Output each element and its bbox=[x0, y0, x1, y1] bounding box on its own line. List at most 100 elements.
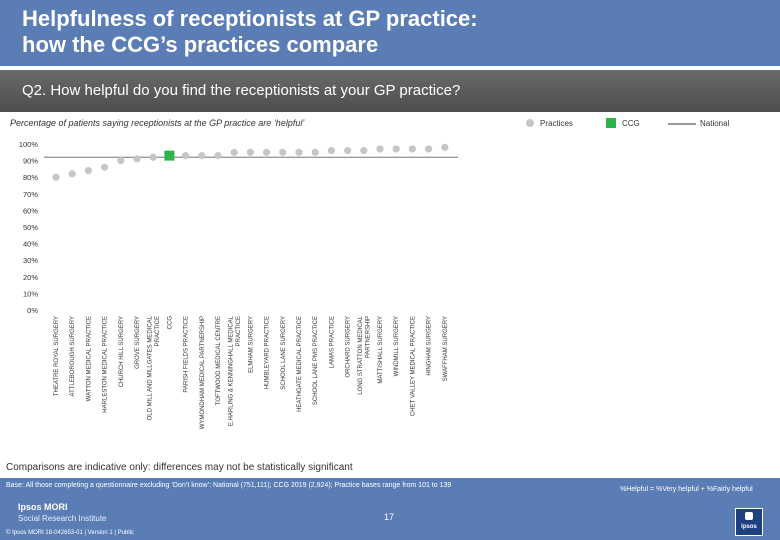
x-tick-label: ATTLEBOROUGH SURGERY bbox=[70, 316, 76, 396]
ccg-marker bbox=[164, 150, 175, 161]
x-tick-label: CHURCH HILL SURGERY bbox=[119, 316, 125, 387]
scatter-chart: 0% 10% 20% 30% 40% 50% 60% 70% 80% 90% 100% THEATRE… bbox=[19, 140, 458, 429]
x-tick-label: CHET VALLEY MEDICAL PRACTICE bbox=[410, 316, 416, 416]
x-tick-label-line: HINGHAM SURGERY bbox=[427, 316, 433, 376]
y-tick-label: 0% bbox=[27, 306, 38, 315]
social-research-institute-logo: Social Research Institute bbox=[18, 514, 107, 523]
x-tick-label-line: TOFTWOOD MEDICAL CENTRE bbox=[216, 316, 222, 405]
y-tick-label: 50% bbox=[23, 223, 38, 232]
x-tick-label-line: LAMAS PRACTICE bbox=[329, 316, 335, 368]
copyright: © Ipsos MORI 18-042653-01 | Version 1 | … bbox=[6, 530, 134, 536]
x-tick-label: GROVE SURGERY bbox=[135, 316, 141, 369]
y-tick-label: 80% bbox=[23, 173, 38, 182]
legend-national-label: National bbox=[700, 119, 730, 128]
x-tick-label-line: THEATRE ROYAL SURGERY bbox=[54, 316, 60, 396]
x-tick-label: ELMHAM SURGERY bbox=[248, 316, 254, 373]
x-tick-label-line: HUMBLEYARD PRACTICE bbox=[265, 316, 271, 389]
x-tick-label: PARISH FIELDS PRACTICE bbox=[184, 316, 190, 393]
practice-point bbox=[149, 153, 157, 161]
significance-note: Comparisons are indicative only: differe… bbox=[6, 462, 353, 473]
x-tick-label-line: WYMONDHAM MEDICAL PARTNERSHIP bbox=[200, 316, 206, 429]
legend-practices-label: Practices bbox=[540, 119, 573, 128]
practice-point bbox=[408, 145, 416, 153]
footer: Base: All those completing a questionnai… bbox=[0, 478, 780, 540]
x-tick-label-line: SCHOOL LANE PMS PRACTICE bbox=[313, 316, 319, 405]
page-title-line-2: how the CCG’s practices compare bbox=[22, 32, 379, 57]
x-tick-label: SCHOOL LANE SURGERY bbox=[281, 316, 287, 390]
practice-point bbox=[344, 147, 352, 155]
y-tick-label: 60% bbox=[23, 206, 38, 215]
y-tick-label: 90% bbox=[23, 157, 38, 166]
practice-point bbox=[198, 152, 206, 160]
y-tick-label: 20% bbox=[23, 273, 38, 282]
x-tick-label: SWAFFHAM SURGERY bbox=[443, 316, 449, 381]
ipsos-badge-icon: Ipsos bbox=[735, 508, 763, 536]
practice-point bbox=[311, 148, 319, 156]
page-title-line-1: Helpfulness of receptionists at GP pract… bbox=[22, 6, 478, 31]
practice-point bbox=[52, 173, 60, 181]
x-tick-label-line: E.HARLING & KENNINGHALL MEDICAL bbox=[228, 315, 234, 426]
practice-point bbox=[327, 147, 335, 155]
x-tick-label-line: HEATHGATE MEDICAL PRACTICE bbox=[297, 316, 303, 412]
x-tick-label-line: CCG bbox=[167, 316, 173, 330]
page-number: 17 bbox=[384, 512, 395, 522]
x-tick-label-line: PRACTICE bbox=[155, 316, 161, 346]
x-tick-label: WYMONDHAM MEDICAL PARTNERSHIP bbox=[200, 316, 206, 429]
practice-point bbox=[133, 155, 141, 163]
practice-dot-icon bbox=[526, 119, 534, 127]
practice-point bbox=[214, 152, 222, 160]
x-tick-label-line: WATTON MEDICAL PRACTICE bbox=[86, 316, 92, 401]
x-tick-label-line: SCHOOL LANE SURGERY bbox=[281, 316, 287, 390]
x-tick-label-line: ATTLEBOROUGH SURGERY bbox=[70, 316, 76, 396]
national-line-icon bbox=[668, 123, 696, 125]
x-tick-label: LONG STRATTON MEDICAL PARTNERSHIP bbox=[358, 315, 372, 394]
y-tick-label: 30% bbox=[23, 256, 38, 265]
x-tick-label: WATTON MEDICAL PRACTICE bbox=[86, 316, 92, 401]
x-tick-label-line: WINDMILL SURGERY bbox=[394, 316, 400, 376]
y-tick-label: 70% bbox=[23, 190, 38, 199]
chart-subtitle: Percentage of patients saying receptioni… bbox=[10, 118, 305, 128]
x-tick-label: HARLESTON MEDICAL PRACTICE bbox=[103, 316, 109, 413]
practice-point bbox=[230, 148, 238, 156]
x-tick-label: HUMBLEYARD PRACTICE bbox=[265, 316, 271, 389]
x-tick-label: E.HARLING & KENNINGHALL MEDICAL PRACTICE bbox=[228, 315, 242, 426]
x-tick-label-line: GROVE SURGERY bbox=[135, 316, 141, 369]
x-tick-label: OLD MILL AND MILLGATES MEDICAL PRACTICE bbox=[147, 315, 161, 420]
practice-point bbox=[376, 145, 384, 153]
x-tick-label: ORCHARD SURGERY bbox=[346, 316, 352, 378]
x-tick-label: LAMAS PRACTICE bbox=[329, 316, 335, 368]
badge-mark-icon bbox=[745, 512, 753, 520]
helpful-definition: %Helpful = %Very helpful + %Fairly helpf… bbox=[620, 486, 753, 493]
x-tick-label-line: CHET VALLEY MEDICAL PRACTICE bbox=[410, 316, 416, 416]
x-tick-label: WINDMILL SURGERY bbox=[394, 316, 400, 376]
title-banner: Helpfulness of receptionists at GP pract… bbox=[0, 0, 780, 66]
x-tick-label: THEATRE ROYAL SURGERY bbox=[54, 316, 60, 396]
legend-ccg-label: CCG bbox=[622, 119, 640, 128]
x-tick-label-line: OLD MILL AND MILLGATES MEDICAL bbox=[147, 315, 153, 420]
x-tick-label-line: ELMHAM SURGERY bbox=[248, 316, 254, 373]
practice-point bbox=[117, 157, 125, 165]
x-tick-label: TOFTWOOD MEDICAL CENTRE bbox=[216, 316, 222, 405]
page-title: Helpfulness of receptionists at GP pract… bbox=[22, 6, 762, 58]
practice-point bbox=[295, 148, 303, 156]
y-tick-label: 10% bbox=[23, 289, 38, 298]
ccg-square-icon bbox=[606, 118, 616, 128]
x-tick-label: CCG bbox=[167, 316, 173, 330]
practice-point bbox=[441, 143, 449, 151]
x-tick-label: MATTISHALL SURGERY bbox=[378, 316, 384, 384]
question-banner: Q2. How helpful do you find the receptio… bbox=[0, 70, 780, 112]
x-tick-label-line: ORCHARD SURGERY bbox=[346, 316, 352, 378]
practice-point bbox=[263, 148, 271, 156]
practice-point bbox=[279, 148, 287, 156]
x-tick-label-line: SWAFFHAM SURGERY bbox=[443, 316, 449, 381]
y-tick-label: 40% bbox=[23, 240, 38, 249]
x-tick-label-line: HARLESTON MEDICAL PRACTICE bbox=[103, 316, 109, 413]
question-text: Q2. How helpful do you find the receptio… bbox=[22, 82, 461, 99]
x-tick-label-line: PARTNERSHIP bbox=[366, 316, 372, 358]
base-note: Base: All those completing a questionnai… bbox=[6, 482, 452, 489]
practice-point bbox=[360, 147, 368, 155]
x-tick-label-line: CHURCH HILL SURGERY bbox=[119, 316, 125, 387]
x-tick-label-line: PARISH FIELDS PRACTICE bbox=[184, 316, 190, 393]
practice-point bbox=[68, 170, 76, 178]
x-tick-label-line: PRACTICE bbox=[236, 316, 242, 346]
